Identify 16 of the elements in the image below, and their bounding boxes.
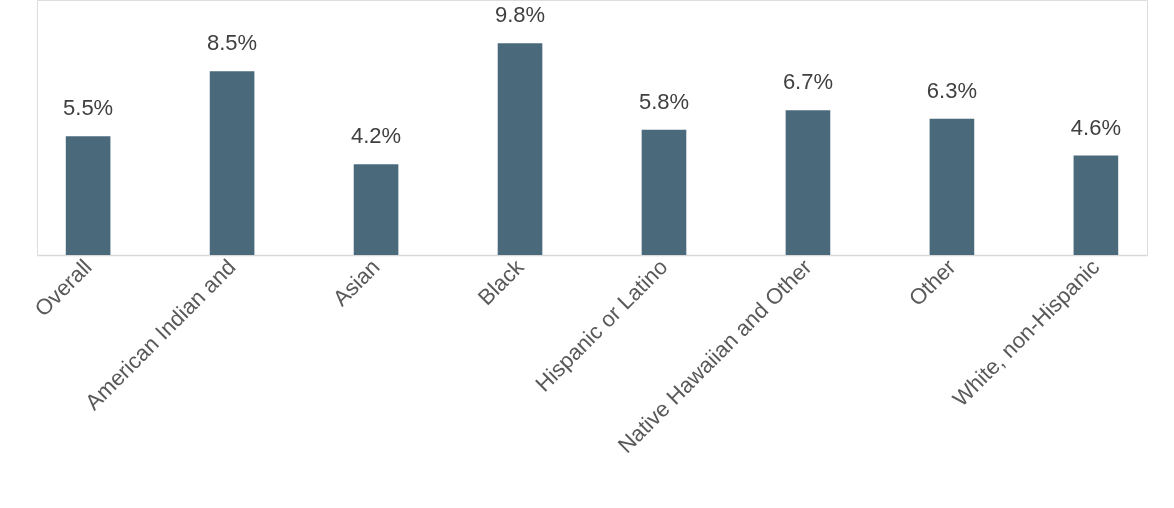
data-label: 4.6%	[1070, 114, 1121, 140]
data-label: 8.5%	[207, 30, 258, 56]
bar	[65, 136, 111, 255]
data-label: 4.2%	[350, 123, 402, 149]
bar	[1073, 155, 1119, 255]
bar	[785, 110, 831, 255]
data-label: 5.5%	[63, 95, 114, 121]
bar	[641, 129, 687, 255]
bar	[929, 118, 975, 255]
data-label: 6.3%	[926, 77, 977, 103]
bar	[497, 43, 543, 255]
bar	[209, 71, 255, 255]
data-label: 6.7%	[782, 69, 834, 95]
bar	[353, 164, 399, 255]
data-label: 9.8%	[494, 2, 546, 28]
data-label: 5.8%	[638, 88, 690, 114]
